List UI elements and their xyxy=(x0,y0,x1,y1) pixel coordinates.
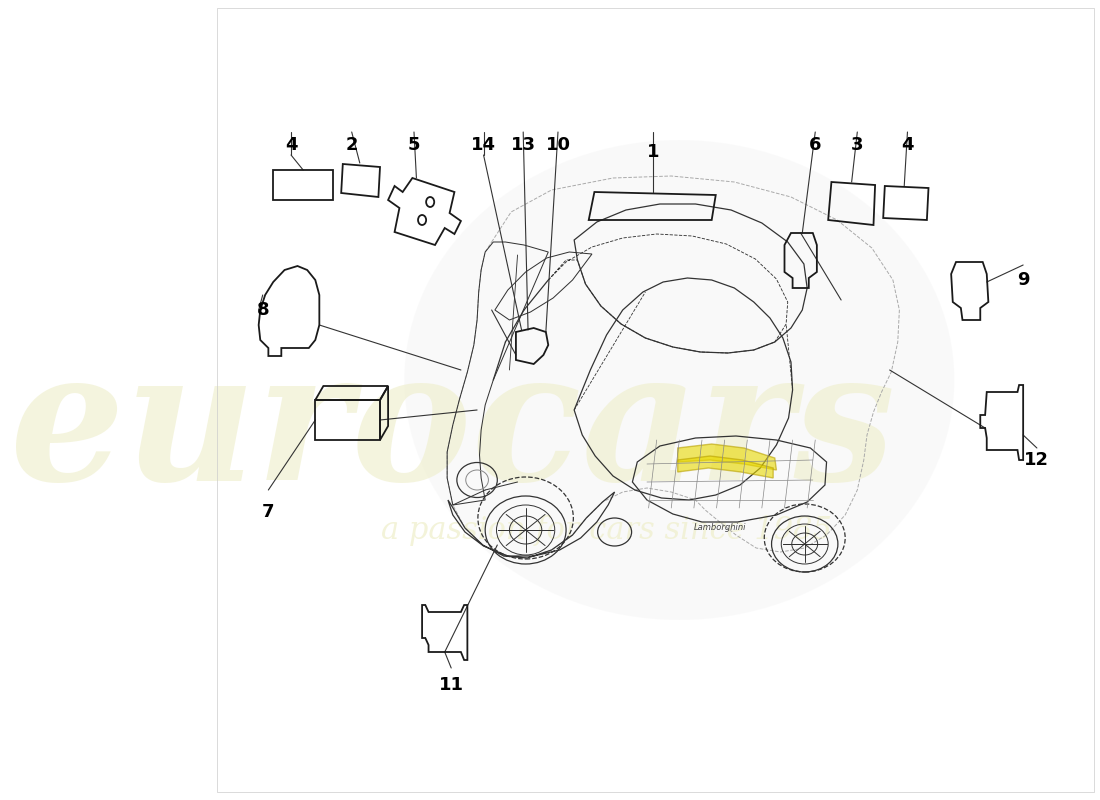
Text: 13: 13 xyxy=(510,136,536,154)
Text: 10: 10 xyxy=(546,136,571,154)
Polygon shape xyxy=(678,444,777,470)
Text: 12: 12 xyxy=(1024,451,1049,469)
Text: 5: 5 xyxy=(408,136,420,154)
Text: 1: 1 xyxy=(647,143,660,161)
Text: 3: 3 xyxy=(851,136,864,154)
Text: 14: 14 xyxy=(471,136,496,154)
Text: 6: 6 xyxy=(808,136,822,154)
Text: 7: 7 xyxy=(262,503,275,521)
Text: 11: 11 xyxy=(439,676,464,694)
Text: 8: 8 xyxy=(256,301,270,319)
Text: 9: 9 xyxy=(1016,271,1030,289)
Text: Lamborghini: Lamborghini xyxy=(693,523,746,533)
Ellipse shape xyxy=(405,140,955,620)
Text: 4: 4 xyxy=(285,136,297,154)
Polygon shape xyxy=(678,456,773,478)
Text: 2: 2 xyxy=(345,136,358,154)
Text: 4: 4 xyxy=(901,136,914,154)
Text: a passion for cars since 1985: a passion for cars since 1985 xyxy=(381,514,832,546)
Text: eurocars: eurocars xyxy=(10,342,895,518)
